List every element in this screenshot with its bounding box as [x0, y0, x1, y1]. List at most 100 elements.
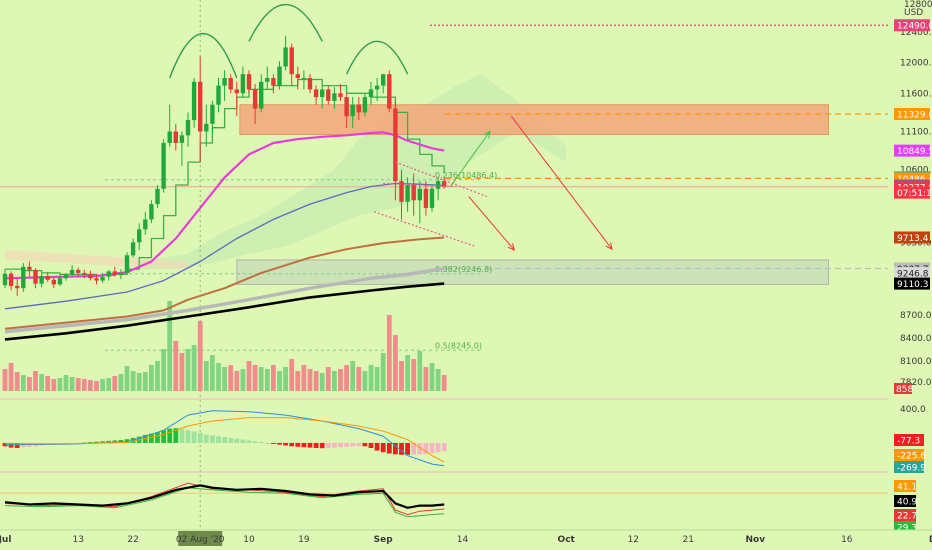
time-tick-label: 21 — [682, 535, 693, 545]
macd-histogram-bar — [380, 442, 386, 453]
candle-body — [167, 131, 172, 143]
price-tick-label: 8100.0 — [900, 357, 932, 367]
volume-bar — [399, 361, 404, 391]
candle-body — [51, 279, 56, 285]
volume-bar — [258, 367, 264, 391]
candle-body — [405, 185, 410, 202]
candle-body — [259, 81, 264, 109]
candle-body — [27, 266, 32, 270]
volume-bar — [283, 367, 288, 391]
volume-bar — [81, 379, 87, 391]
volume-bar — [8, 363, 14, 391]
macd-histogram-bar — [435, 442, 441, 453]
macd-histogram-bar — [319, 442, 325, 449]
candle-body — [442, 181, 447, 187]
macd-histogram-bar — [344, 442, 349, 447]
macd-histogram-bar — [234, 438, 240, 443]
volume-bar — [295, 371, 301, 391]
volume-bar — [124, 366, 130, 391]
macd-histogram-bar — [246, 440, 252, 443]
macd-histogram-bar — [283, 442, 288, 446]
macd-histogram-bar — [240, 439, 246, 443]
osc-badge — [894, 495, 916, 507]
fib-annotation-2: 0.5(8245.0) — [435, 341, 482, 350]
osc-badge-label: 41.1 — [897, 483, 917, 493]
candle-body — [332, 93, 337, 101]
channel-bottom — [373, 211, 475, 247]
price-tick-label: 7820.0 — [900, 378, 932, 388]
macd-histogram-bar — [277, 442, 282, 445]
volume-bar — [368, 365, 374, 391]
volume-bar — [130, 371, 136, 391]
volume-bar — [423, 367, 429, 391]
volume-bar — [106, 378, 112, 391]
candle-body — [374, 85, 380, 90]
macd-histogram-bar — [88, 442, 93, 444]
volume-bar — [45, 376, 51, 391]
volume-bar — [14, 372, 20, 391]
macd-histogram-bar — [307, 442, 313, 448]
volume-bar — [51, 379, 57, 391]
candle-body — [320, 89, 325, 98]
candle-body — [216, 85, 221, 105]
candle-body — [130, 242, 136, 256]
volume-bar — [222, 367, 227, 391]
arrow-up-green-head — [483, 130, 491, 139]
volume-bar — [63, 375, 69, 391]
macd-tick-label: 400.0 — [900, 405, 926, 415]
macd-histogram-bar — [405, 442, 410, 455]
volume-bar — [155, 361, 160, 391]
candle-body — [210, 104, 215, 124]
price-badge-label: 11329.0 — [897, 110, 932, 120]
price-badge-label: 10849.5 — [897, 147, 932, 157]
candle-body — [234, 89, 239, 94]
volume-bar — [210, 355, 215, 391]
macd-histogram-bar — [149, 433, 154, 443]
macd-line — [4, 410, 445, 467]
price-badge-label: 9246.8 — [897, 270, 929, 280]
volume-bar — [405, 355, 410, 391]
head-shoulders-arc-0 — [169, 33, 238, 79]
price-badge-label: 9110.3 — [897, 280, 929, 290]
candle-body — [76, 269, 81, 273]
volume-bar — [386, 315, 392, 391]
candle-body — [118, 272, 124, 276]
macd-signal-line — [5, 417, 445, 463]
macd-histogram-bar — [423, 442, 429, 454]
candle-body — [137, 229, 142, 243]
volume-bar — [191, 345, 197, 391]
fib-annotation-1: 0.382(9246.8) — [435, 265, 492, 274]
macd-badge — [894, 434, 924, 446]
time-tick-label: 12 — [628, 535, 639, 545]
macd-histogram-bar — [350, 442, 356, 447]
macd-histogram-bar — [356, 442, 362, 447]
candle-body — [344, 97, 349, 117]
volume-badge — [894, 383, 912, 394]
volume-bar — [112, 376, 118, 391]
volume-bar — [173, 341, 179, 391]
macd-histogram-bar — [228, 437, 234, 443]
volume-bar — [100, 379, 105, 391]
candle-body — [191, 81, 197, 121]
volume-bar — [301, 365, 307, 391]
macd-badge-label: -225.6 — [897, 452, 926, 462]
osc-badge-label: 29.3 — [897, 524, 917, 534]
price-tick-label: 8700.0 — [900, 311, 932, 321]
price-badge — [894, 267, 930, 280]
price-tick-label-top: 12800.0 — [904, 0, 932, 10]
candle-body — [8, 273, 14, 286]
volume-bar — [356, 367, 362, 391]
time-tick-label: Oct — [558, 535, 576, 545]
candle-body — [161, 142, 166, 189]
osc-badge — [894, 480, 916, 492]
volume-bar — [429, 363, 435, 391]
volume-bar — [240, 369, 246, 391]
resistance-zone — [239, 104, 830, 136]
candle-body — [313, 89, 319, 98]
price-tick-label: 8400.0 — [900, 334, 932, 344]
candle-body — [338, 93, 343, 98]
candle-body — [350, 104, 355, 117]
macd-histogram-bar — [8, 442, 14, 448]
